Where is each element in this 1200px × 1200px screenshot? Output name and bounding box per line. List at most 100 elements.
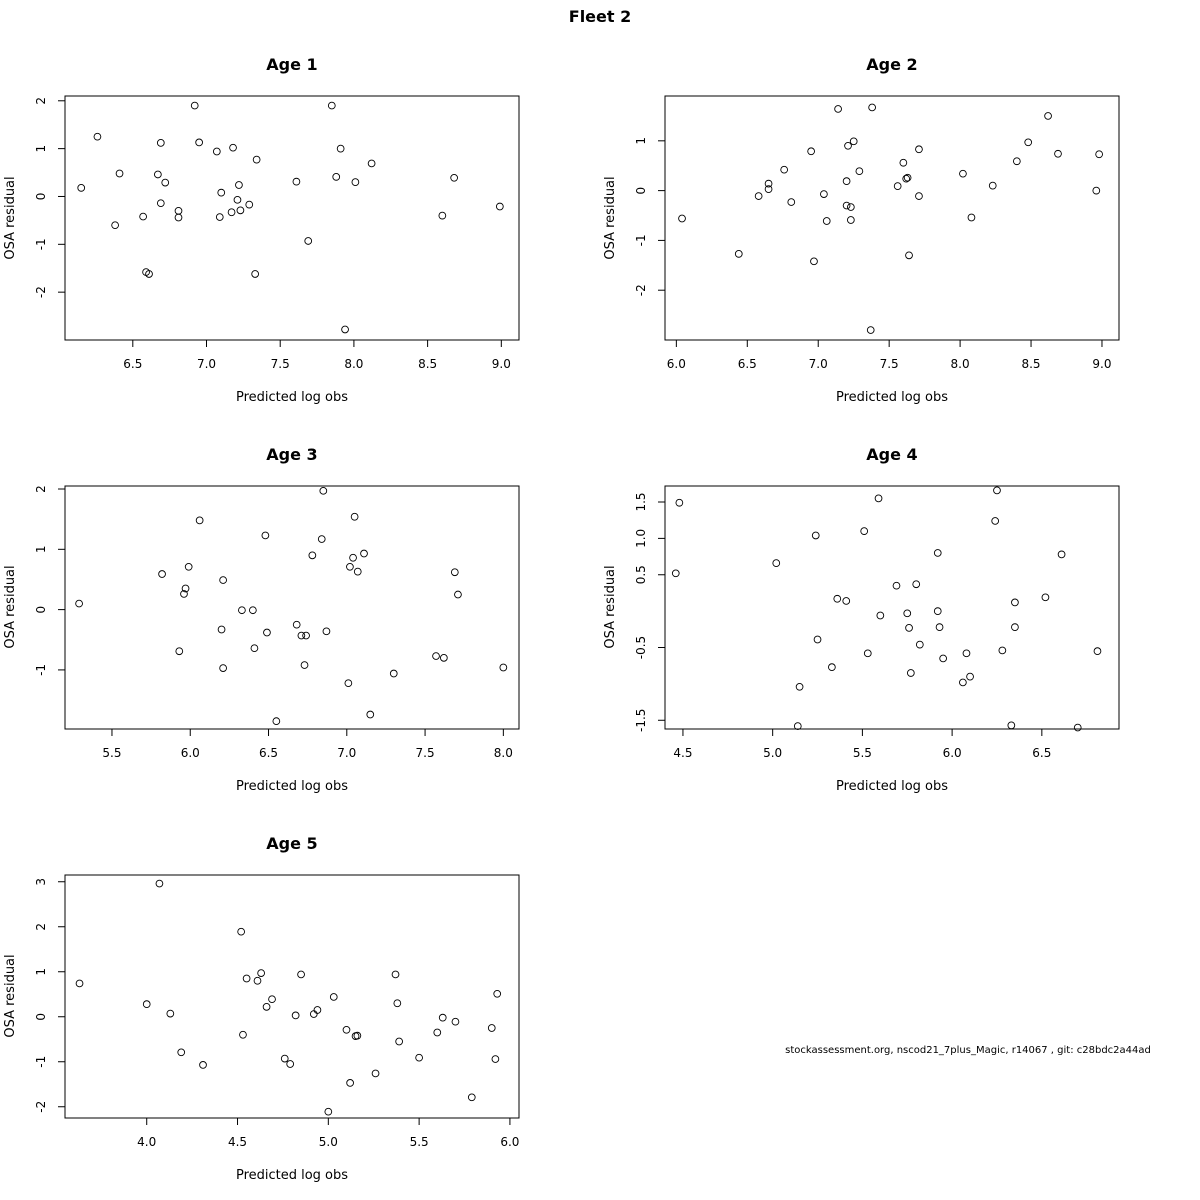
data-point [1073, 723, 1082, 732]
data-point [155, 879, 164, 888]
data-point [467, 1093, 476, 1102]
data-point [450, 568, 459, 577]
data-point [261, 531, 270, 540]
data-point [833, 594, 842, 603]
y-tick-label: -2 [34, 286, 48, 298]
data-point [166, 1009, 175, 1018]
data-point [813, 635, 822, 644]
data-point [145, 270, 153, 278]
data-point [855, 167, 864, 176]
data-point [844, 141, 852, 150]
data-point [499, 663, 508, 672]
data-point [842, 201, 851, 210]
y-tick-label: 1.5 [634, 492, 648, 511]
data-point [158, 570, 166, 578]
data-point [395, 1037, 403, 1046]
data-point [899, 158, 908, 167]
panel-age-1: Age 1 Predicted log obs OSA residual 6.5… [3, 55, 520, 405]
data-point [360, 549, 368, 558]
data-point [915, 145, 923, 154]
data-point [820, 190, 828, 198]
data-point [297, 631, 306, 640]
data-point [734, 250, 743, 258]
y-tick-label: 1 [34, 145, 48, 153]
y-tick-label: -1.5 [634, 709, 648, 732]
y-tick-label: -1 [34, 664, 48, 676]
data-point [454, 590, 462, 599]
data-point [237, 927, 246, 936]
data-point [304, 237, 313, 245]
data-point [874, 494, 883, 503]
x-tick-label: 7.0 [809, 357, 828, 371]
panel-age-5: Age 5 Predicted log obs OSA residual 4.0… [3, 834, 520, 1183]
data-point [142, 1000, 151, 1009]
x-tick-label: 6.0 [667, 357, 686, 371]
data-point [327, 101, 336, 110]
data-point [807, 147, 815, 156]
y-axis-label: OSA residual [3, 565, 18, 648]
data-point [847, 216, 855, 224]
data-point [893, 182, 902, 190]
data-point [215, 213, 224, 221]
data-point [962, 649, 971, 658]
x-tick-label: 7.0 [197, 357, 216, 371]
plot-frame [64, 874, 520, 1119]
data-point [903, 609, 912, 618]
x-tick-label: 6.5 [259, 746, 278, 760]
data-point [174, 213, 183, 222]
data-point [1024, 138, 1033, 147]
data-point [939, 654, 947, 663]
y-tick-label: 1 [634, 137, 648, 145]
data-point [998, 646, 1007, 655]
data-point [810, 257, 818, 266]
x-tick-label: 6.0 [943, 746, 962, 760]
data-point [263, 628, 271, 637]
data-point [156, 139, 165, 147]
data-point [959, 678, 967, 687]
data-point [319, 486, 328, 495]
data-point [217, 625, 226, 634]
data-point [876, 611, 885, 620]
x-tick-label: 6.0 [181, 746, 200, 760]
y-tick-label: 0 [634, 187, 648, 195]
data-point [1012, 157, 1021, 166]
data-point [678, 214, 686, 223]
data-point [366, 710, 375, 719]
data-point [235, 181, 243, 189]
data-point [671, 569, 680, 578]
data-point [180, 590, 188, 598]
data-point [115, 169, 124, 178]
data-point [308, 551, 317, 560]
data-point [793, 722, 802, 730]
data-point [300, 661, 309, 669]
y-axis-label: OSA residual [3, 176, 18, 259]
data-point [1093, 647, 1102, 656]
panel-age-2: Age 2 Predicted log obs OSA residual 6.0… [603, 55, 1120, 405]
data-point [250, 644, 259, 653]
y-tick-label: 1 [34, 545, 48, 553]
data-point [156, 199, 165, 208]
data-point [195, 138, 203, 147]
x-tick-label: 8.0 [951, 357, 970, 371]
x-tick-label: 8.0 [344, 357, 363, 371]
data-point [912, 580, 921, 589]
data-point [199, 1061, 207, 1069]
data-point [317, 535, 326, 543]
y-tick-label: 0 [34, 193, 48, 201]
panel-title: Age 1 [266, 55, 317, 74]
data-point [415, 1053, 423, 1062]
x-tick-label: 5.5 [102, 746, 121, 760]
y-tick-label: -0.5 [634, 636, 648, 659]
data-point [212, 147, 221, 156]
data-point [495, 202, 504, 211]
data-point [863, 649, 872, 658]
y-axis-label: OSA residual [603, 565, 618, 648]
data-point [389, 669, 398, 678]
data-point [252, 155, 261, 164]
x-tick-label: 4.0 [137, 1135, 156, 1149]
y-tick-label: 0 [34, 606, 48, 614]
data-point [238, 606, 246, 615]
x-tick-label: 5.5 [853, 746, 872, 760]
data-point [111, 221, 119, 230]
x-tick-label: 9.0 [492, 357, 511, 371]
